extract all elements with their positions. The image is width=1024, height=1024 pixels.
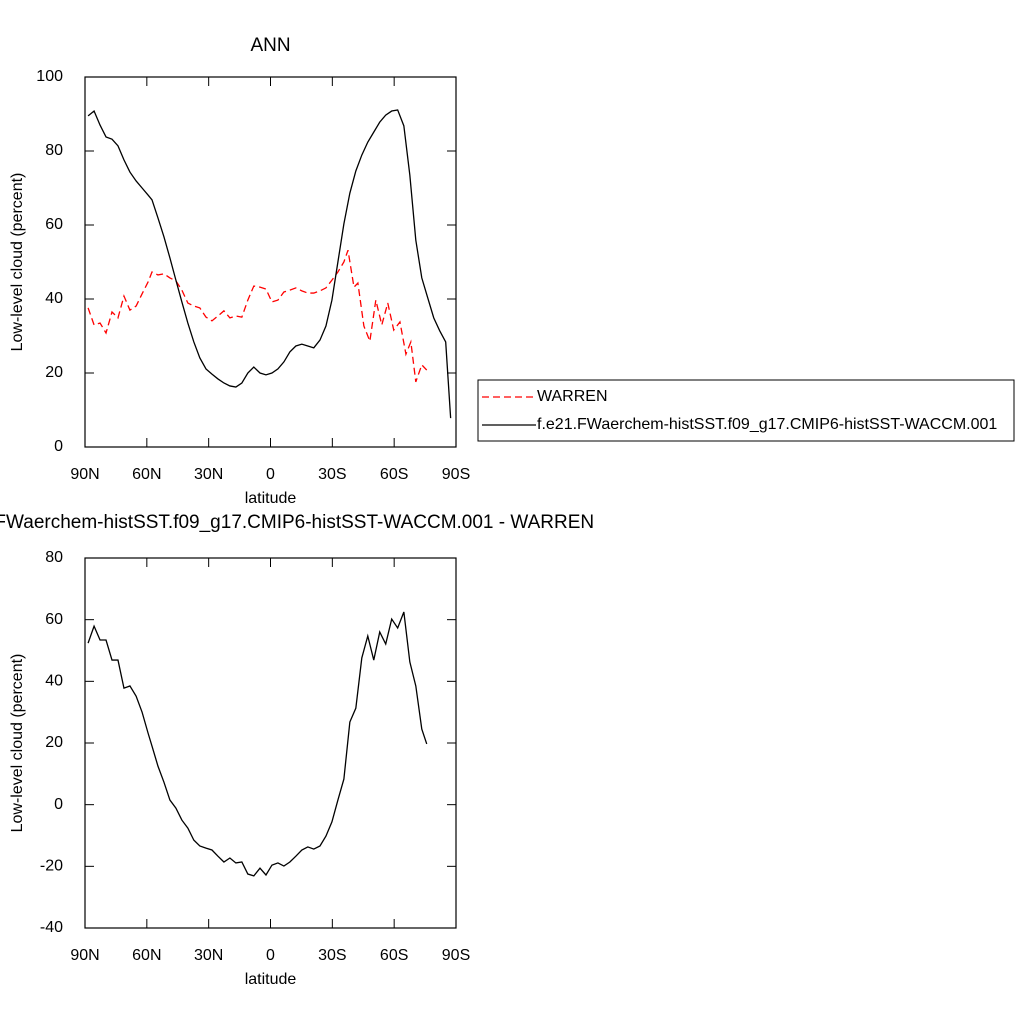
data-line xyxy=(87,249,428,383)
x-tick-label: 30N xyxy=(194,947,223,964)
y-tick-label: 40 xyxy=(45,673,63,690)
chart-title: ANN xyxy=(250,35,290,56)
y-tick-label: 80 xyxy=(45,549,63,566)
x-tick-label: 90N xyxy=(70,947,99,964)
y-tick-label: 20 xyxy=(45,364,63,381)
y-tick-label: 60 xyxy=(45,216,63,233)
y-axis-label: Low-level cloud (percent) xyxy=(9,654,26,833)
x-tick-label: 60N xyxy=(132,466,161,483)
x-axis-label: latitude xyxy=(245,490,297,507)
legend-frame xyxy=(477,379,1015,442)
x-axis-label: latitude xyxy=(245,971,297,988)
y-tick-label: 40 xyxy=(45,290,63,307)
x-tick-label: 30N xyxy=(194,466,223,483)
plot-frame xyxy=(84,76,457,448)
x-tick-label: 60N xyxy=(132,947,161,964)
legend-label: f.e21.FWaerchem-histSST.f09_g17.CMIP6-hi… xyxy=(537,416,997,433)
y-tick-label: 20 xyxy=(45,734,63,751)
data-line xyxy=(87,109,452,419)
plot-frame xyxy=(84,557,457,929)
y-tick-label: -40 xyxy=(40,919,63,936)
y-tick-label: 0 xyxy=(54,438,63,455)
x-tick-label: 90S xyxy=(442,947,470,964)
data-line xyxy=(87,611,428,877)
x-tick-label: 90N xyxy=(70,466,99,483)
x-tick-label: 90S xyxy=(442,466,470,483)
y-tick-label: 100 xyxy=(36,68,63,85)
x-tick-label: 0 xyxy=(266,947,275,964)
y-tick-label: -20 xyxy=(40,858,63,875)
y-tick-label: 60 xyxy=(45,611,63,628)
x-tick-label: 0 xyxy=(266,466,275,483)
x-tick-label: 30S xyxy=(318,466,346,483)
x-tick-label: 30S xyxy=(318,947,346,964)
chart-title: f.e21.FWaerchem-histSST.f09_g17.CMIP6-hi… xyxy=(0,512,594,533)
y-tick-label: 80 xyxy=(45,142,63,159)
legend-label: WARREN xyxy=(537,388,608,405)
y-axis-label: Low-level cloud (percent) xyxy=(9,173,26,352)
x-tick-label: 60S xyxy=(380,466,408,483)
x-tick-label: 60S xyxy=(380,947,408,964)
y-tick-label: 0 xyxy=(54,796,63,813)
